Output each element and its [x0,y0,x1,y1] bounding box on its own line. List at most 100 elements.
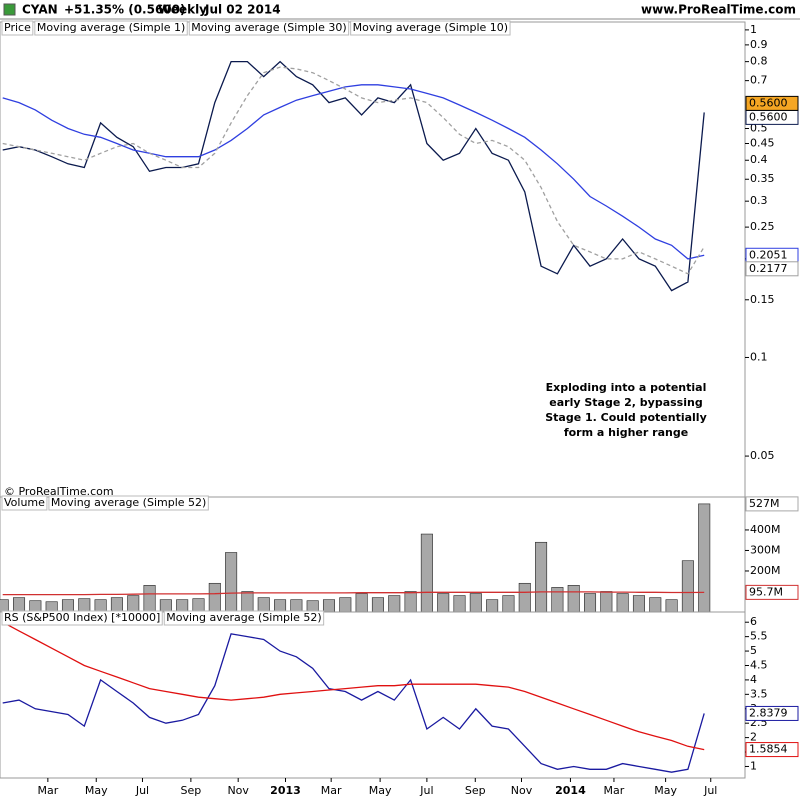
last-value-label: 0.2051 [749,248,788,261]
y-tick-label: 2 [750,731,757,744]
last-value-box [745,742,799,758]
y-tick-label: 0.3 [750,194,768,207]
legend-box [34,20,188,36]
volume-bar [241,591,254,613]
volume-bar [127,595,140,613]
legend-box [1,20,34,36]
y-tick-label: 0.45 [750,136,775,149]
x-tick-label: Jul [419,784,433,797]
date: Jul 02 2014 [204,3,281,17]
x-tick-label: Sep [181,784,202,797]
x-tick-label: Mar [37,784,58,797]
legend-box [48,495,209,511]
y-tick-label: 4 [750,673,757,686]
volume-bar [208,582,221,613]
y-tick-label: 1 [750,759,757,772]
x-tick-label: Jul [135,784,149,797]
volume-bar [143,585,156,613]
y-tick-label: 0.25 [750,220,775,233]
volume-bar [469,593,482,613]
x-tick-label: 2013 [270,784,301,797]
y-tick-label: 5 [750,644,757,657]
x-tick-label: May [85,784,108,797]
series-line [2,66,705,275]
volume-bar [616,593,629,613]
volume-bar [420,533,433,613]
volume-bar [632,595,645,613]
y-tick-label: 1 [750,23,757,36]
volume-bar [355,593,368,613]
y-tick-label: 6 [750,615,757,628]
series-line [2,633,705,773]
x-tick-label: May [654,784,677,797]
app-icon [3,3,16,16]
legend-box [188,20,350,36]
volume-bar [535,541,548,613]
volume-bar [698,503,711,613]
volume-bar [600,591,613,613]
price-last-box [745,95,799,111]
volume-bar [649,597,662,613]
last-value-box [745,705,799,721]
period: Weekly [158,3,207,17]
legend-box [1,610,163,626]
last-value-label: 0.5600 [749,110,788,123]
y-tick-label: 0.15 [750,293,775,306]
copyright: © ProRealTime.com [4,485,114,498]
volume-bar [681,560,694,613]
panel-title: RS (S&P500 Index) [*10000] [4,611,160,624]
volume-bar [110,597,123,613]
legend-entry: Moving average (Simple 52) [51,496,206,509]
last-value-box [745,496,799,512]
y-tick-label: 0.1 [750,350,768,363]
last-value-box [745,584,799,600]
y-tick-label: 0.35 [750,172,775,185]
y-tick-label: 300M [750,543,781,556]
annotation: Exploding into a potential [546,381,707,394]
volume-bar [225,552,238,613]
annotation: form a higher range [564,426,688,439]
volume-bar [665,599,678,613]
legend-box [163,610,325,626]
x-tick-label: Jul [703,784,717,797]
volume-bar [192,598,205,613]
annotation: early Stage 2, bypassing [549,396,702,409]
last-value-box [745,261,799,277]
volume-bar [388,595,401,613]
last-value-label: 95.7M [749,585,783,598]
y-tick-label: 0.9 [750,38,768,51]
last-value-label: 2.8379 [749,706,788,719]
volume-bar [502,595,515,613]
legend-entry: Moving average (Simple 30) [191,21,346,34]
y-tick-label: 400M [750,523,781,536]
y-tick-label: 0.4 [750,153,768,166]
price-last-label: 0.5600 [749,96,788,109]
volume-bar [518,582,531,613]
volume-bar [486,599,499,613]
volume-bar [322,599,336,613]
site: www.ProRealTime.com [641,3,796,17]
panel-frame [0,611,746,779]
series-line [2,591,705,596]
y-tick-label: 0.8 [750,55,768,68]
legend-entry: Moving average (Simple 52) [166,611,321,624]
volume-bar [453,595,466,613]
legend-box [1,495,48,511]
volume-bar [13,597,26,613]
y-tick-label: 200M [750,564,781,577]
series-line [2,621,705,751]
y-tick-label: 5.5 [750,630,768,643]
symbol: CYAN [22,3,58,17]
y-tick-label: 0.7 [750,74,768,87]
x-tick-label: 2014 [555,784,586,797]
legend-box [350,20,511,36]
change: +51.35% (0.5600) [64,3,186,17]
legend-entry: Moving average (Simple 1) [37,21,185,34]
volume-bar [551,587,564,613]
volume-bar [371,597,384,613]
last-value-label: 1.5854 [749,743,788,756]
x-tick-label: Nov [227,784,249,797]
panel-title: Volume [4,496,45,509]
volume-bar [584,593,597,613]
